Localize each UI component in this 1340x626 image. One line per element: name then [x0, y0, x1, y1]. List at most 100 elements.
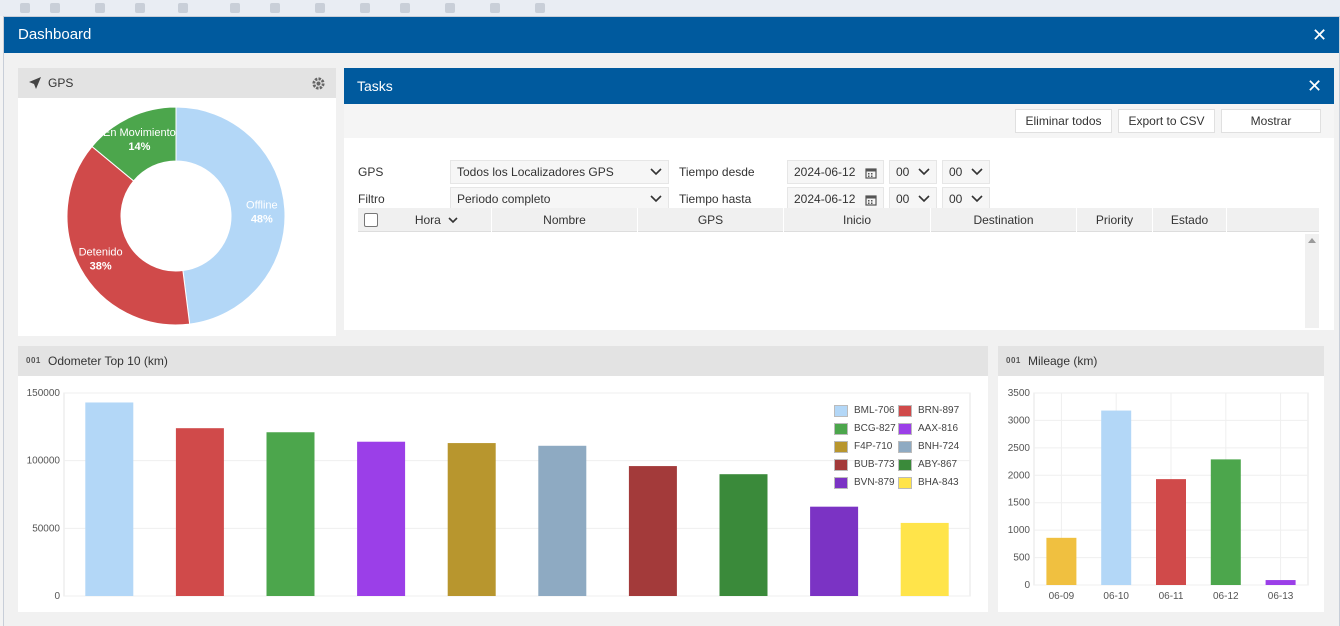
pie-category-label: En Movimiento	[103, 127, 176, 139]
bar[interactable]	[447, 443, 496, 596]
bar[interactable]	[357, 441, 406, 596]
column-header-nombre[interactable]: Nombre	[492, 208, 638, 232]
toolbar-icon[interactable]	[400, 3, 410, 13]
y-tick-label: 2000	[1008, 470, 1031, 481]
legend-swatch	[834, 405, 848, 417]
legend-label: BML-706	[854, 405, 895, 416]
pie-category-label: Detenido	[79, 246, 123, 258]
dashboard-header: Dashboard ✕	[4, 17, 1339, 53]
column-header-priority[interactable]: Priority	[1077, 208, 1153, 232]
pie-percent-label: 38%	[90, 260, 112, 272]
scroll-up-arrow-icon[interactable]	[1308, 238, 1316, 243]
legend-swatch	[898, 441, 912, 453]
toolbar-icon[interactable]	[20, 3, 30, 13]
pie-percent-label: 48%	[251, 214, 273, 226]
tasks-table-header: Hora Nombre GPS Inicio Destination Prior…	[358, 208, 1319, 232]
column-header-inicio[interactable]: Inicio	[784, 208, 931, 232]
bar[interactable]	[266, 432, 315, 596]
legend-label: BCG-827	[854, 423, 896, 434]
dashboard-body: GPS Offline 48% Detenido 38% En Movimiento 14…	[4, 53, 1339, 626]
chevron-down-icon	[918, 168, 930, 176]
hour-from-select[interactable]: 00	[889, 160, 937, 184]
dashboard-title: Dashboard	[18, 26, 92, 43]
legend-label: BVN-879	[854, 477, 895, 488]
bar[interactable]	[85, 402, 134, 596]
pie-slice[interactable]	[175, 106, 286, 325]
gps-status-pie-chart: Offline 48% Detenido 38% En Movimiento 14%	[66, 106, 286, 326]
legend-label: AAX-816	[918, 423, 959, 434]
bar[interactable]	[1265, 580, 1296, 585]
toolbar-icon[interactable]	[135, 3, 145, 13]
column-header-gps[interactable]: GPS	[638, 208, 784, 232]
toolbar-icon[interactable]	[445, 3, 455, 13]
x-tick-label: 06-13	[1268, 591, 1294, 602]
odometer-icon: 001	[26, 356, 41, 365]
y-tick-label: 2500	[1008, 443, 1031, 454]
minute-to-select[interactable]: 00	[942, 187, 990, 211]
minute-from-value: 00	[949, 165, 963, 179]
toolbar-icon[interactable]	[95, 3, 105, 13]
hour-to-select[interactable]: 00	[889, 187, 937, 211]
legend-label: F4P-710	[854, 441, 893, 452]
bar[interactable]	[1101, 410, 1132, 585]
chevron-down-icon	[650, 168, 662, 176]
toolbar-icon[interactable]	[360, 3, 370, 13]
column-header-estado[interactable]: Estado	[1153, 208, 1227, 232]
close-tasks-icon[interactable]: ✕	[1307, 76, 1323, 96]
period-select-value: Periodo completo	[457, 192, 551, 206]
pie-percent-label: 14%	[128, 141, 150, 153]
bar[interactable]	[1156, 479, 1186, 585]
bar[interactable]	[810, 506, 859, 596]
x-tick-label: 06-11	[1159, 591, 1184, 602]
column-header-destination[interactable]: Destination	[931, 208, 1077, 232]
select-all-checkbox[interactable]	[364, 213, 378, 227]
gear-icon[interactable]	[311, 76, 326, 91]
column-header-hora[interactable]: Hora	[382, 208, 492, 232]
date-to-input[interactable]: 2024-06-12	[787, 187, 884, 211]
bar[interactable]	[1046, 537, 1077, 585]
close-dashboard-icon[interactable]: ✕	[1312, 25, 1328, 45]
y-tick-label: 3500	[1008, 388, 1031, 399]
pie-slice[interactable]	[66, 145, 191, 326]
gps-panel: GPS Offline 48% Detenido 38% En Movimiento 14…	[18, 68, 336, 336]
calendar-icon[interactable]	[865, 167, 877, 179]
toolbar-icon[interactable]	[178, 3, 188, 13]
y-tick-label: 500	[1013, 553, 1030, 564]
legend-swatch	[834, 441, 848, 453]
y-tick-label: 0	[54, 591, 60, 602]
chevron-down-icon	[650, 195, 662, 203]
bar[interactable]	[175, 428, 224, 596]
toolbar-icon[interactable]	[535, 3, 545, 13]
mileage-panel-title: Mileage (km)	[1028, 354, 1098, 368]
gps-panel-title: GPS	[48, 76, 74, 90]
bar[interactable]	[900, 522, 949, 596]
bar[interactable]	[538, 445, 587, 596]
hour-from-value: 00	[896, 165, 910, 179]
bar[interactable]	[628, 466, 677, 596]
date-from-value: 2024-06-12	[794, 165, 856, 179]
bar[interactable]	[1210, 459, 1241, 585]
bar[interactable]	[719, 474, 768, 596]
toolbar-icon[interactable]	[490, 3, 500, 13]
delete-all-button[interactable]: Eliminar todos	[1015, 109, 1112, 133]
filter-label: Filtro	[358, 192, 385, 206]
toolbar-icon[interactable]	[315, 3, 325, 13]
app-toolbar-strip	[0, 0, 1340, 16]
toolbar-icon[interactable]	[50, 3, 60, 13]
minute-from-select[interactable]: 00	[942, 160, 990, 184]
calendar-icon[interactable]	[865, 194, 877, 206]
date-from-input[interactable]: 2024-06-12	[787, 160, 884, 184]
legend-label: BUB-773	[854, 459, 895, 470]
export-csv-button[interactable]: Export to CSV	[1118, 109, 1215, 133]
tasks-table-scrollbar[interactable]	[1305, 234, 1319, 328]
show-button[interactable]: Mostrar	[1221, 109, 1321, 133]
tasks-panel: Tasks ✕ Eliminar todos Export to CSV Mos…	[344, 68, 1334, 330]
pie-slice[interactable]	[91, 106, 177, 182]
toolbar-icon[interactable]	[230, 3, 240, 13]
legend-swatch	[898, 405, 912, 417]
time-to-label: Tiempo hasta	[679, 192, 752, 206]
gps-select[interactable]: Todos los Localizadores GPS	[450, 160, 669, 184]
legend-swatch	[834, 423, 848, 435]
toolbar-icon[interactable]	[270, 3, 280, 13]
legend-swatch	[834, 477, 848, 489]
